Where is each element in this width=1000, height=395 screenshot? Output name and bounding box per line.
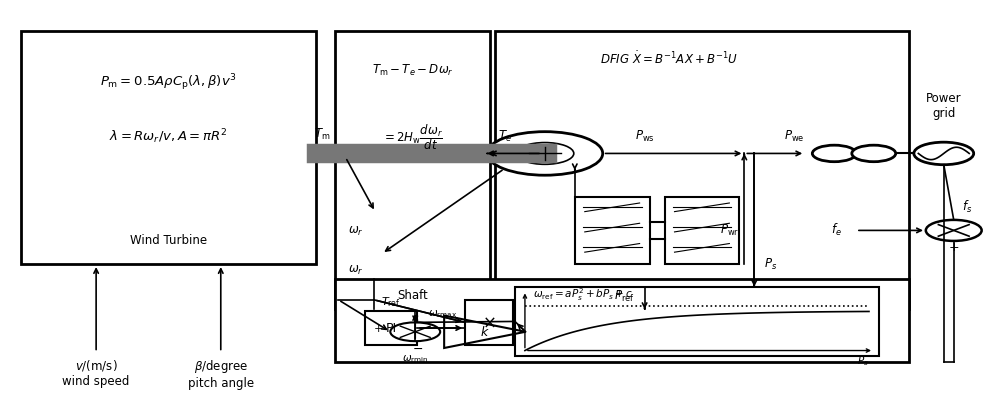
Text: $+$: $+$ xyxy=(373,324,383,335)
Text: Power
grid: Power grid xyxy=(926,92,962,120)
Bar xyxy=(515,287,879,356)
Bar xyxy=(365,311,417,345)
Text: Wind Turbine: Wind Turbine xyxy=(130,234,207,247)
Text: $T_{\rm ref}$: $T_{\rm ref}$ xyxy=(381,295,401,309)
Text: $\omega_r$: $\omega_r$ xyxy=(348,225,363,238)
Bar xyxy=(665,197,739,264)
Text: $P_{\rm ws}$: $P_{\rm ws}$ xyxy=(635,129,654,144)
Bar xyxy=(495,32,909,309)
Text: $P_s$: $P_s$ xyxy=(764,257,777,272)
Text: $P_s$: $P_s$ xyxy=(857,354,869,368)
Circle shape xyxy=(516,143,574,164)
Text: $T_{\rm m}$: $T_{\rm m}$ xyxy=(314,127,330,142)
Circle shape xyxy=(852,145,896,162)
Text: $\omega_r$: $\omega_r$ xyxy=(348,264,364,277)
Text: $+$: $+$ xyxy=(948,241,959,254)
Text: $\times$: $\times$ xyxy=(482,313,496,331)
Bar xyxy=(465,300,513,345)
Text: $\omega_{\rm rmin}$: $\omega_{\rm rmin}$ xyxy=(402,354,429,365)
Text: $P_{\rm wr}$: $P_{\rm wr}$ xyxy=(720,223,739,238)
Circle shape xyxy=(812,145,856,162)
Text: $T_{\rm m} - T_e - D\omega_r$: $T_{\rm m} - T_e - D\omega_r$ xyxy=(372,63,454,78)
Text: PI: PI xyxy=(386,322,397,335)
Circle shape xyxy=(926,220,982,241)
Text: $f_e$: $f_e$ xyxy=(831,222,842,239)
Text: $\omega_{\rm rmax}$: $\omega_{\rm rmax}$ xyxy=(428,308,457,320)
Text: $\omega_{\rm ref}=aP_s^2+bP_s+c$: $\omega_{\rm ref}=aP_s^2+bP_s+c$ xyxy=(533,287,633,303)
Text: $f_s$: $f_s$ xyxy=(962,199,972,214)
Text: $\lambda = R\omega_r/v, A = \pi R^{2}$: $\lambda = R\omega_r/v, A = \pi R^{2}$ xyxy=(109,127,228,145)
Text: $\beta$/degree
pitch angle: $\beta$/degree pitch angle xyxy=(188,358,254,390)
Text: $-$: $-$ xyxy=(412,342,423,355)
Text: $P_{\rm m} = 0.5A\rho C_{\rm p}(\lambda,\beta)v^{3}$: $P_{\rm m} = 0.5A\rho C_{\rm p}(\lambda,… xyxy=(100,72,237,93)
Text: $-$: $-$ xyxy=(912,224,923,237)
Bar xyxy=(21,32,316,264)
Text: $= 2H_{\rm w}\dfrac{d\omega_r}{dt}$: $= 2H_{\rm w}\dfrac{d\omega_r}{dt}$ xyxy=(382,122,443,152)
Circle shape xyxy=(390,322,440,341)
Text: DFIG $\dot{X} = B^{-1}AX + B^{-1}U$: DFIG $\dot{X} = B^{-1}AX + B^{-1}U$ xyxy=(600,51,738,68)
Text: $v$/(m/s)
wind speed: $v$/(m/s) wind speed xyxy=(62,358,130,388)
Circle shape xyxy=(487,132,603,175)
Circle shape xyxy=(914,142,974,165)
Text: $P_{\rm we}$: $P_{\rm we}$ xyxy=(784,129,804,144)
Text: Shaft: Shaft xyxy=(397,289,428,302)
Bar xyxy=(335,32,490,309)
Text: $P_{\rm ref}$: $P_{\rm ref}$ xyxy=(614,289,635,304)
Bar xyxy=(335,279,909,362)
Text: $T_e$: $T_e$ xyxy=(498,129,512,144)
Bar xyxy=(575,197,650,264)
Text: $k$: $k$ xyxy=(480,325,490,339)
